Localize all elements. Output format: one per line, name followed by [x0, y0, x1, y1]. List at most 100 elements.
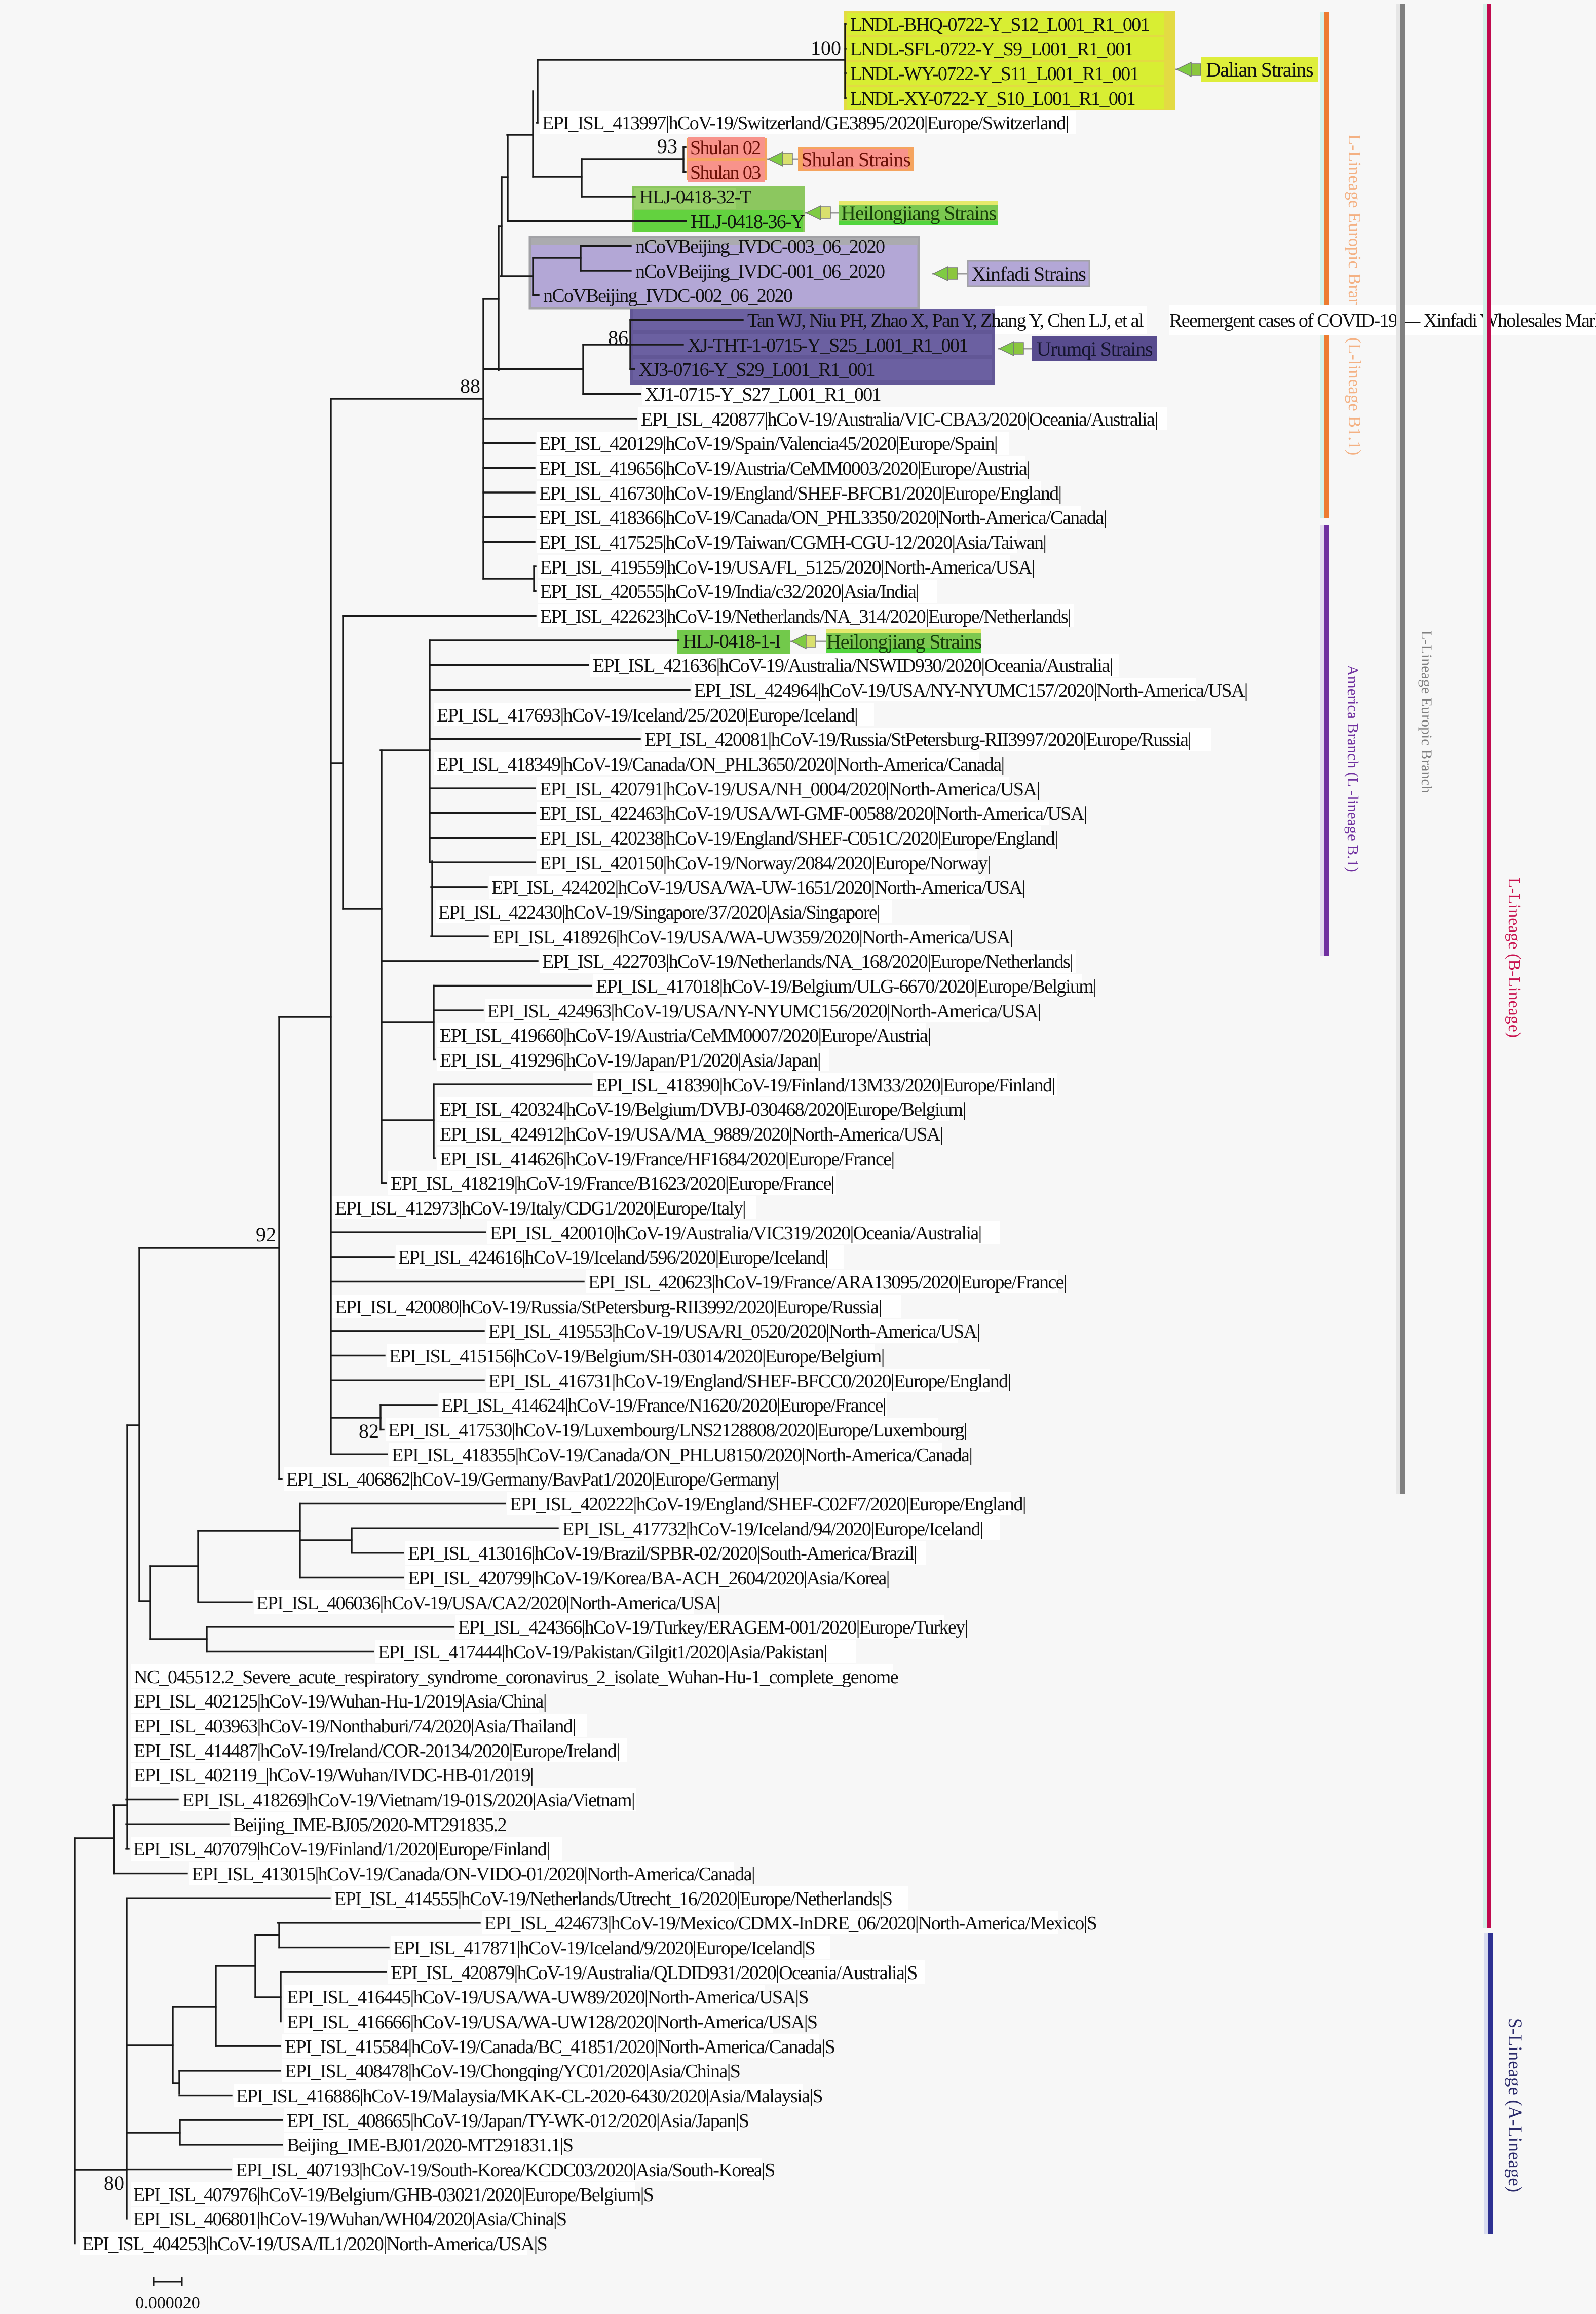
- svg-text:80: 80: [104, 2172, 124, 2194]
- svg-text:EPI_ISL_418366|hCoV-19/Canada/: EPI_ISL_418366|hCoV-19/Canada/ON_PHL3350…: [539, 507, 1107, 528]
- svg-text:EPI_ISL_420010|hCoV-19/Austral: EPI_ISL_420010|hCoV-19/Australia/VIC319/…: [490, 1223, 981, 1244]
- svg-text:L-Lineage (B-Lineage): L-Lineage (B-Lineage): [1505, 878, 1524, 1038]
- svg-text:EPI_ISL_407193|hCoV-19/South-K: EPI_ISL_407193|hCoV-19/South-Korea/KCDC0…: [236, 2159, 775, 2181]
- svg-text:EPI_ISL_418390|hCoV-19/Finland: EPI_ISL_418390|hCoV-19/Finland/13M33/202…: [596, 1075, 1055, 1096]
- svg-text:EPI_ISL_414487|hCoV-19/Ireland: EPI_ISL_414487|hCoV-19/Ireland/COR-20134…: [134, 1740, 619, 1762]
- svg-text:EPI_ISL_420238|hCoV-19/England: EPI_ISL_420238|hCoV-19/England/SHEF-C051…: [540, 828, 1057, 849]
- svg-text:EPI_ISL_414555|hCoV-19/Netherl: EPI_ISL_414555|hCoV-19/Netherlands/Utrec…: [334, 1888, 892, 1910]
- svg-text:92: 92: [256, 1223, 276, 1246]
- svg-text:100: 100: [811, 36, 841, 59]
- svg-text:EPI_ISL_404253|hCoV-19/USA/IL1: EPI_ISL_404253|hCoV-19/USA/IL1/2020|Nort…: [82, 2233, 547, 2255]
- svg-text:EPI_ISL_424912|hCoV-19/USA/MA_: EPI_ISL_424912|hCoV-19/USA/MA_9889/2020|…: [440, 1124, 943, 1145]
- svg-text:nCoVBeijing_IVDC-003_06_2020: nCoVBeijing_IVDC-003_06_2020: [635, 236, 885, 257]
- svg-text:0.000020: 0.000020: [135, 2294, 200, 2312]
- svg-text:EPI_ISL_417732|hCoV-19/Iceland: EPI_ISL_417732|hCoV-19/Iceland/94/2020|E…: [562, 1519, 983, 1540]
- svg-text:EPI_ISL_422703|hCoV-19/Netherl: EPI_ISL_422703|hCoV-19/Netherlands/NA_16…: [542, 951, 1073, 972]
- svg-text:EPI_ISL_407976|hCoV-19/Belgium: EPI_ISL_407976|hCoV-19/Belgium/GHB-03021…: [133, 2184, 653, 2206]
- svg-text:EPI_ISL_413015|hCoV-19/Canada/: EPI_ISL_413015|hCoV-19/Canada/ON-VIDO-01…: [192, 1864, 754, 1885]
- svg-text:EPI_ISL_418355|hCoV-19/Canada/: EPI_ISL_418355|hCoV-19/Canada/ON_PHLU815…: [392, 1445, 972, 1466]
- svg-text:nCoVBeijing_IVDC-001_06_2020: nCoVBeijing_IVDC-001_06_2020: [635, 261, 885, 282]
- svg-text:Tan WJ, Niu PH, Zhao X, Pan Y,: Tan WJ, Niu PH, Zhao X, Pan Y, Zhang Y, …: [747, 310, 1144, 331]
- svg-text:EPI_ISL_407079|hCoV-19/Finland: EPI_ISL_407079|hCoV-19/Finland/1/2020|Eu…: [133, 1839, 549, 1860]
- svg-text:EPI_ISL_419656|hCoV-19/Austria: EPI_ISL_419656|hCoV-19/Austria/CeMM0003/…: [539, 458, 1030, 479]
- svg-text:EPI_ISL_424202|hCoV-19/USA/WA-: EPI_ISL_424202|hCoV-19/USA/WA-UW-1651/20…: [491, 877, 1025, 898]
- svg-text:Beijing_IME-BJ05/2020-MT291835: Beijing_IME-BJ05/2020-MT291835.2: [233, 1814, 506, 1836]
- svg-text:EPI_ISL_403963|hCoV-19/Nonthab: EPI_ISL_403963|hCoV-19/Nonthaburi/74/202…: [134, 1716, 575, 1737]
- svg-text:EPI_ISL_420080|hCoV-19/Russia/: EPI_ISL_420080|hCoV-19/Russia/StPetersbu…: [335, 1297, 881, 1318]
- svg-text:EPI_ISL_420877|hCoV-19/Austral: EPI_ISL_420877|hCoV-19/Australia/VIC-CBA…: [641, 409, 1157, 430]
- svg-text:EPI_ISL_422623|hCoV-19/Netherl: EPI_ISL_422623|hCoV-19/Netherlands/NA_31…: [540, 606, 1071, 627]
- svg-text:America Branch (L -lineage B.1: America Branch (L -lineage B.1): [1344, 665, 1362, 872]
- svg-text:NC_045512.2_Severe_acute_respi: NC_045512.2_Severe_acute_respiratory_syn…: [134, 1666, 898, 1688]
- svg-text:XJ1-0715-Y_S27_L001_R1_001: XJ1-0715-Y_S27_L001_R1_001: [645, 384, 881, 405]
- svg-text:EPI_ISL_414626|hCoV-19/France/: EPI_ISL_414626|hCoV-19/France/HF1684/202…: [440, 1149, 894, 1170]
- svg-text:EPI_ISL_419660|hCoV-19/Austria: EPI_ISL_419660|hCoV-19/Austria/CeMM0007/…: [440, 1025, 930, 1046]
- svg-text:EPI_ISL_420129|hCoV-19/Spain/V: EPI_ISL_420129|hCoV-19/Spain/Valencia45/…: [539, 433, 997, 454]
- svg-text:LNDL-SFL-0722-Y_S9_L001_R1_001: LNDL-SFL-0722-Y_S9_L001_R1_001: [850, 39, 1133, 60]
- svg-text:EPI_ISL_420324|hCoV-19/Belgium: EPI_ISL_420324|hCoV-19/Belgium/DVBJ-0304…: [440, 1099, 965, 1120]
- svg-text:EPI_ISL_415584|hCoV-19/Canada/: EPI_ISL_415584|hCoV-19/Canada/BC_41851/2…: [285, 2036, 834, 2058]
- svg-text:EPI_ISL_418349|hCoV-19/Canada/: EPI_ISL_418349|hCoV-19/Canada/ON_PHL3650…: [437, 754, 1004, 775]
- svg-text:EPI_ISL_420081|hCoV-19/Russia/: EPI_ISL_420081|hCoV-19/Russia/StPetersbu…: [644, 729, 1191, 750]
- svg-text:EPI_ISL_414624|hCoV-19/France/: EPI_ISL_414624|hCoV-19/France/N1620/2020…: [441, 1395, 886, 1416]
- svg-text:Reemergent cases of COVID-19 —: Reemergent cases of COVID-19 — Xinfadi W…: [1169, 310, 1596, 331]
- svg-text:EPI_ISL_421636|hCoV-19/Austral: EPI_ISL_421636|hCoV-19/Australia/NSWID93…: [593, 655, 1113, 676]
- svg-text:EPI_ISL_417018|hCoV-19/Belgium: EPI_ISL_417018|hCoV-19/Belgium/ULG-6670/…: [596, 976, 1096, 997]
- svg-text:EPI_ISL_422463|hCoV-19/USA/WI-: EPI_ISL_422463|hCoV-19/USA/WI-GMF-00588/…: [540, 803, 1087, 824]
- svg-text:XJ-THT-1-0715-Y_S25_L001_R1_00: XJ-THT-1-0715-Y_S25_L001_R1_001: [688, 335, 968, 356]
- svg-text:EPI_ISL_417871|hCoV-19/Iceland: EPI_ISL_417871|hCoV-19/Iceland/9/2020|Eu…: [393, 1938, 815, 1959]
- svg-text:EPI_ISL_417530|hCoV-19/Luxembo: EPI_ISL_417530|hCoV-19/Luxembourg/LNS212…: [388, 1420, 967, 1441]
- svg-text:Heilongjiang Strains: Heilongjiang Strains: [826, 630, 982, 653]
- svg-text:EPI_ISL_420799|hCoV-19/Korea/B: EPI_ISL_420799|hCoV-19/Korea/BA-ACH_2604…: [408, 1568, 889, 1589]
- svg-text:EPI_ISL_420222|hCoV-19/England: EPI_ISL_420222|hCoV-19/England/SHEF-C02F…: [510, 1494, 1025, 1515]
- svg-text:Beijing_IME-BJ01/2020-MT291831: Beijing_IME-BJ01/2020-MT291831.1|S: [287, 2135, 573, 2156]
- svg-text:L-Lineage Europic Branch: L-Lineage Europic Branch: [1418, 630, 1435, 793]
- svg-text:EPI_ISL_402119_|hCoV-19/Wuhan/: EPI_ISL_402119_|hCoV-19/Wuhan/IVDC-HB-01…: [134, 1765, 533, 1786]
- svg-text:EPI_ISL_424964|hCoV-19/USA/NY-: EPI_ISL_424964|hCoV-19/USA/NY-NYUMC157/2…: [694, 680, 1247, 701]
- svg-text:Heilongjiang Strains: Heilongjiang Strains: [841, 202, 997, 224]
- svg-text:nCoVBeijing_IVDC-002_06_2020: nCoVBeijing_IVDC-002_06_2020: [543, 285, 792, 307]
- svg-text:82: 82: [359, 1420, 379, 1443]
- svg-text:EPI_ISL_420879|hCoV-19/Austral: EPI_ISL_420879|hCoV-19/Australia/QLDID93…: [391, 1962, 917, 1984]
- svg-text:EPI_ISL_416730|hCoV-19/England: EPI_ISL_416730|hCoV-19/England/SHEF-BFCB…: [539, 483, 1061, 504]
- svg-text:88: 88: [460, 374, 480, 397]
- svg-text:EPI_ISL_420791|hCoV-19/USA/NH_: EPI_ISL_420791|hCoV-19/USA/NH_0004/2020|…: [540, 779, 1039, 800]
- svg-text:EPI_ISL_416445|hCoV-19/USA/WA-: EPI_ISL_416445|hCoV-19/USA/WA-UW89/2020|…: [287, 1987, 808, 2008]
- svg-text:EPI_ISL_417525|hCoV-19/Taiwan/: EPI_ISL_417525|hCoV-19/Taiwan/CGMH-CGU-1…: [539, 532, 1046, 553]
- svg-text:EPI_ISL_406801|hCoV-19/Wuhan/W: EPI_ISL_406801|hCoV-19/Wuhan/WH04/2020|A…: [133, 2209, 566, 2230]
- svg-text:XJ3-0716-Y_S29_L001_R1_001: XJ3-0716-Y_S29_L001_R1_001: [639, 359, 875, 381]
- svg-text:LNDL-XY-0722-Y_S10_L001_R1_001: LNDL-XY-0722-Y_S10_L001_R1_001: [850, 88, 1135, 109]
- svg-text:EPI_ISL_420555|hCoV-19/India/c: EPI_ISL_420555|hCoV-19/India/c32/2020|As…: [540, 581, 919, 602]
- svg-text:EPI_ISL_424366|hCoV-19/Turkey/: EPI_ISL_424366|hCoV-19/Turkey/ERAGEM-001…: [458, 1617, 968, 1638]
- svg-text:EPI_ISL_418219|hCoV-19/France/: EPI_ISL_418219|hCoV-19/France/B1623/2020…: [391, 1173, 834, 1194]
- svg-text:LNDL-BHQ-0722-Y_S12_L001_R1_00: LNDL-BHQ-0722-Y_S12_L001_R1_001: [850, 14, 1149, 35]
- svg-text:EPI_ISL_424616|hCoV-19/Iceland: EPI_ISL_424616|hCoV-19/Iceland/596/2020|…: [398, 1247, 827, 1268]
- svg-text:EPI_ISL_402125|hCoV-19/Wuhan-H: EPI_ISL_402125|hCoV-19/Wuhan-Hu-1/2019|A…: [134, 1691, 546, 1712]
- svg-text:HLJ-0418-36-Y: HLJ-0418-36-Y: [691, 211, 805, 233]
- svg-text:EPI_ISL_416886|hCoV-19/Malaysi: EPI_ISL_416886|hCoV-19/Malaysia/MKAK-CL-…: [236, 2085, 822, 2107]
- svg-text:L-Lineage Europic Branch1 (L-l: L-Lineage Europic Branch1 (L-lineage B1.…: [1345, 134, 1364, 456]
- svg-text:EPI_ISL_416731|hCoV-19/England: EPI_ISL_416731|hCoV-19/England/SHEF-BFCC…: [488, 1371, 1011, 1392]
- svg-text:86: 86: [608, 326, 628, 349]
- svg-text:HLJ-0418-1-I: HLJ-0418-1-I: [683, 631, 781, 652]
- svg-text:EPI_ISL_412973|hCoV-19/Italy/C: EPI_ISL_412973|hCoV-19/Italy/CDG1/2020|E…: [335, 1198, 745, 1219]
- svg-text:EPI_ISL_419559|hCoV-19/USA/FL_: EPI_ISL_419559|hCoV-19/USA/FL_5125/2020|…: [540, 557, 1035, 578]
- svg-text:EPI_ISL_424963|hCoV-19/USA/NY-: EPI_ISL_424963|hCoV-19/USA/NY-NYUMC156/2…: [487, 1001, 1041, 1022]
- svg-text:EPI_ISL_413016|hCoV-19/Brazil/: EPI_ISL_413016|hCoV-19/Brazil/SPBR-02/20…: [408, 1543, 917, 1564]
- svg-text:EPI_ISL_413997|hCoV-19/Switzer: EPI_ISL_413997|hCoV-19/Switzerland/GE389…: [542, 112, 1069, 134]
- svg-text:EPI_ISL_406862|hCoV-19/Germany: EPI_ISL_406862|hCoV-19/Germany/BavPat1/2…: [286, 1469, 779, 1490]
- svg-text:EPI_ISL_419296|hCoV-19/Japan/P: EPI_ISL_419296|hCoV-19/Japan/P1/2020|Asi…: [440, 1050, 820, 1071]
- svg-text:EPI_ISL_424673|hCoV-19/Mexico/: EPI_ISL_424673|hCoV-19/Mexico/CDMX-InDRE…: [484, 1913, 1096, 1934]
- svg-text:EPI_ISL_420623|hCoV-19/France/: EPI_ISL_420623|hCoV-19/France/ARA13095/2…: [588, 1272, 1067, 1293]
- svg-text:EPI_ISL_408478|hCoV-19/Chongqi: EPI_ISL_408478|hCoV-19/Chongqing/YC01/20…: [285, 2061, 740, 2082]
- svg-text:EPI_ISL_420150|hCoV-19/Norway/: EPI_ISL_420150|hCoV-19/Norway/2084/2020|…: [540, 853, 990, 874]
- svg-text:EPI_ISL_406036|hCoV-19/USA/CA2: EPI_ISL_406036|hCoV-19/USA/CA2/2020|Nort…: [256, 1592, 720, 1614]
- svg-text:Xinfadi Strains: Xinfadi Strains: [971, 262, 1086, 285]
- svg-text:S-Lineage (A-Lineage): S-Lineage (A-Lineage): [1504, 2018, 1525, 2192]
- svg-text:93: 93: [657, 135, 677, 158]
- svg-text:EPI_ISL_419553|hCoV-19/USA/RI_: EPI_ISL_419553|hCoV-19/USA/RI_0520/2020|…: [488, 1321, 979, 1342]
- svg-text:EPI_ISL_417444|hCoV-19/Pakista: EPI_ISL_417444|hCoV-19/Pakistan/Gilgit1/…: [378, 1642, 826, 1663]
- svg-text:LNDL-WY-0722-Y_S11_L001_R1_001: LNDL-WY-0722-Y_S11_L001_R1_001: [850, 63, 1138, 85]
- svg-text:Shulan 02: Shulan 02: [690, 137, 761, 159]
- svg-text:Shulan Strains: Shulan Strains: [801, 148, 910, 171]
